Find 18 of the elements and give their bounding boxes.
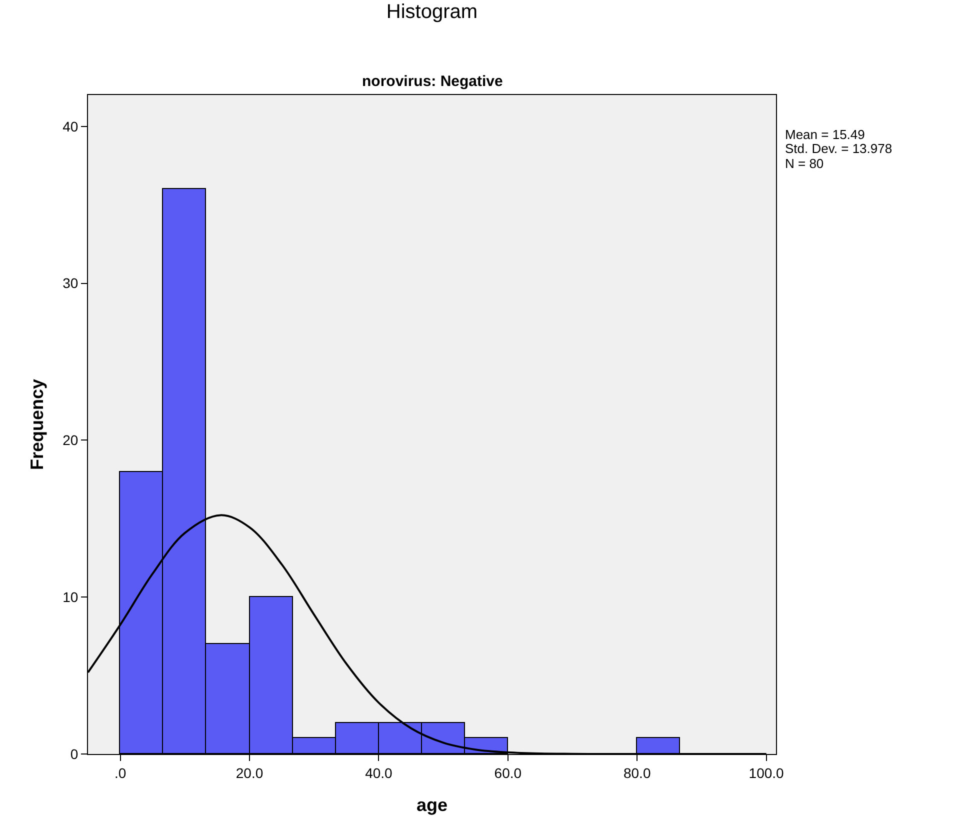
x-tick-label: 100.0 [748,764,784,781]
y-axis-title: Frequency [26,378,47,470]
y-tick-label: 10 [62,589,78,605]
text: N = 80 [785,156,824,171]
y-tick-label: 40 [62,118,78,134]
chart-title: Histogram [386,1,478,24]
x-tick-label: 80.0 [623,764,651,781]
x-tick-label: 60.0 [494,764,522,781]
text: Mean = 15.49 [785,127,865,142]
x-tick-label: 20.0 [236,764,264,781]
y-tick-label: 0 [70,746,78,762]
chart-subtitle: norovirus: Negative [362,73,503,90]
y-tick-label: 30 [62,275,78,292]
x-tick-label: .0 [114,764,126,781]
text: Std. Dev. = 13.978 [785,141,892,156]
x-axis-title: age [416,794,448,815]
y-tick-label: 20 [62,432,78,448]
x-tick-label: 40.0 [365,764,393,781]
